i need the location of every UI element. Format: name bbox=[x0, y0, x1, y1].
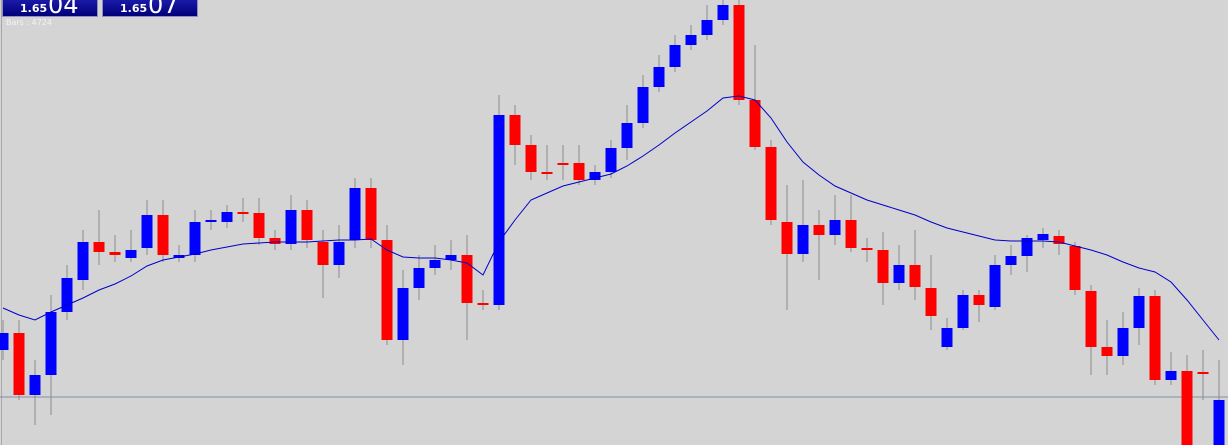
candle-body bbox=[845, 220, 857, 248]
moving-average bbox=[2, 95, 1220, 341]
candle-body bbox=[93, 242, 105, 252]
candle-body bbox=[237, 212, 249, 214]
price-prefix: 1.65 bbox=[120, 2, 148, 15]
candle-body bbox=[1181, 371, 1193, 445]
candle-body bbox=[877, 250, 889, 283]
candle-body bbox=[45, 312, 57, 375]
candle-body bbox=[1101, 347, 1113, 356]
candle-body bbox=[573, 163, 585, 180]
candle-body bbox=[77, 242, 89, 280]
candle-body bbox=[189, 222, 201, 255]
candle-body bbox=[0, 333, 9, 350]
candle-body bbox=[1085, 291, 1097, 347]
candle-body bbox=[1213, 400, 1225, 445]
candle-body bbox=[1165, 371, 1177, 380]
candle-body bbox=[957, 295, 969, 328]
candle-body bbox=[493, 115, 505, 305]
candle-body bbox=[861, 248, 873, 250]
candle-body bbox=[541, 172, 553, 174]
price-pips: 04 bbox=[48, 0, 79, 17]
candle-body bbox=[205, 220, 217, 222]
candle-body bbox=[973, 295, 985, 305]
candle-body bbox=[141, 215, 153, 248]
candle-body bbox=[381, 240, 393, 340]
candle-body bbox=[829, 220, 841, 235]
candle-body bbox=[1197, 372, 1209, 374]
candle-body bbox=[29, 375, 41, 395]
candle-body bbox=[941, 328, 953, 347]
candle-body bbox=[1053, 236, 1065, 244]
candle-body bbox=[157, 215, 169, 255]
candle-body bbox=[269, 238, 281, 244]
candle-body bbox=[765, 147, 777, 220]
candle-body bbox=[909, 265, 921, 287]
candle-body bbox=[637, 87, 649, 123]
candle-body bbox=[797, 225, 809, 254]
candle-body bbox=[253, 213, 265, 238]
candle-body bbox=[109, 252, 121, 255]
candle-body bbox=[125, 250, 137, 258]
candle-body bbox=[429, 260, 441, 268]
candle-body bbox=[349, 188, 361, 240]
candle-body bbox=[397, 288, 409, 340]
candle-body bbox=[1117, 328, 1129, 356]
candle-body bbox=[781, 222, 793, 254]
candle-body bbox=[509, 115, 521, 145]
candle-body bbox=[445, 255, 457, 260]
candle-body bbox=[477, 303, 489, 305]
price-prefix: 1.65 bbox=[20, 2, 48, 15]
candle-body bbox=[525, 145, 537, 172]
candle-body bbox=[1005, 256, 1017, 265]
price-pips: 07 bbox=[148, 0, 179, 17]
candle-body bbox=[733, 5, 745, 100]
candle-body bbox=[317, 242, 329, 265]
price-panel: 1.65 04 bbox=[2, 0, 98, 17]
candle-body bbox=[685, 35, 697, 45]
candle-body bbox=[285, 210, 297, 244]
bars-count: Bars : 4724 bbox=[6, 18, 52, 27]
candle-body bbox=[13, 333, 25, 395]
candle-body bbox=[557, 163, 569, 165]
candle-body bbox=[301, 210, 313, 240]
candle-body bbox=[989, 265, 1001, 307]
candle-body bbox=[1133, 296, 1145, 328]
candle-body bbox=[1037, 234, 1049, 240]
candle-body bbox=[461, 255, 473, 303]
candle-body bbox=[365, 188, 377, 240]
candle-body bbox=[653, 67, 665, 87]
price-panel: 1.65 07 bbox=[102, 0, 198, 17]
candle-body bbox=[333, 242, 345, 265]
candle-body bbox=[413, 268, 425, 288]
candle-body bbox=[813, 225, 825, 235]
candle-body bbox=[1021, 238, 1033, 256]
candle-body bbox=[221, 212, 233, 222]
candle-body bbox=[749, 100, 761, 147]
candle-body bbox=[621, 123, 633, 148]
candle-body bbox=[61, 278, 73, 312]
candle-body bbox=[925, 288, 937, 316]
candle-body bbox=[717, 5, 729, 20]
candle-body bbox=[589, 172, 601, 180]
candle-body bbox=[669, 45, 681, 67]
candle-body bbox=[1069, 246, 1081, 290]
candle-body bbox=[1149, 296, 1161, 380]
candle-body bbox=[893, 265, 905, 283]
candle-body bbox=[605, 148, 617, 172]
candle-body bbox=[701, 20, 713, 35]
